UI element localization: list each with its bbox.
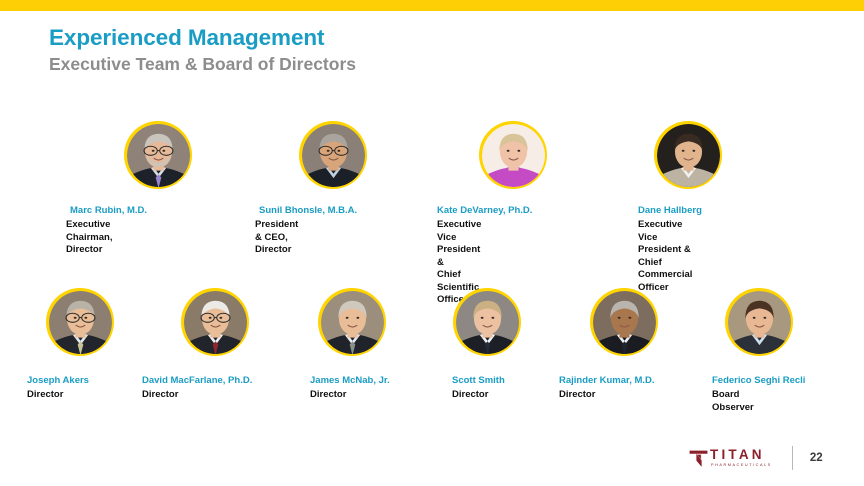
portrait-ring [299, 121, 367, 189]
portrait-photo [183, 290, 247, 354]
person-title: Director [452, 389, 489, 400]
portrait-photo [481, 123, 545, 187]
page-subtitle: Executive Team & Board of Directors [49, 54, 356, 74]
person-name: Sunil Bhonsle, M.B.A. [259, 205, 358, 216]
portrait-ring [590, 288, 658, 356]
person-title: Director [559, 389, 596, 400]
portrait-photo [126, 123, 190, 187]
person-title: Director [142, 389, 179, 400]
top-accent-bar [0, 0, 864, 11]
titan-logo-mark-icon [689, 450, 708, 467]
person-name: Joseph Akers [27, 375, 89, 386]
titan-logo-text: TITAN PHARMACEUTICALS [710, 448, 772, 468]
heading-block: Experienced Management Executive Team & … [49, 24, 356, 76]
person-name: Marc Rubin, M.D. [70, 205, 148, 216]
portrait-ring [453, 288, 521, 356]
footer-divider [791, 446, 793, 470]
portrait-photo [455, 290, 519, 354]
person-title: Executive Vice President & Chief Scienti… [437, 219, 482, 305]
person-title: President & CEO, Director [255, 219, 299, 255]
person-title: Executive Vice President & Chief Commerc… [638, 219, 693, 293]
portrait-ring [318, 288, 386, 356]
portrait-ring [124, 121, 192, 189]
portrait-photo [656, 123, 720, 187]
portrait-ring [479, 121, 547, 189]
portrait-photo [301, 123, 365, 187]
portrait-ring [46, 288, 114, 356]
portrait-ring [181, 288, 249, 356]
person-name: Dane Hallberg [638, 205, 702, 216]
slide-footer: TITAN PHARMACEUTICALS 22 [688, 446, 823, 470]
portrait-photo [48, 290, 112, 354]
page-number: 22 [809, 452, 823, 464]
portrait-photo [727, 290, 791, 354]
person-title: Executive Chairman, Director [66, 219, 113, 255]
portrait-photo [592, 290, 656, 354]
person-name: James McNab, Jr. [310, 375, 390, 386]
person-name: Rajinder Kumar, M.D. [559, 375, 655, 386]
logo-wordmark: TITAN [710, 447, 765, 462]
person-title: Director [310, 389, 347, 400]
person-title: Board Observer [712, 389, 754, 413]
portrait-ring [725, 288, 793, 356]
portrait-ring [654, 121, 722, 189]
portrait-photo [320, 290, 384, 354]
page-title: Experienced Management [49, 25, 325, 50]
person-name: David MacFarlane, Ph.D. [142, 375, 253, 386]
logo-tagline: PHARMACEUTICALS [711, 463, 772, 467]
person-name: Scott Smith [452, 375, 505, 386]
person-title: Director [27, 389, 64, 400]
person-name: Kate DeVarney, Ph.D. [437, 205, 533, 216]
person-name: Federico Seghi Recli [712, 375, 806, 386]
